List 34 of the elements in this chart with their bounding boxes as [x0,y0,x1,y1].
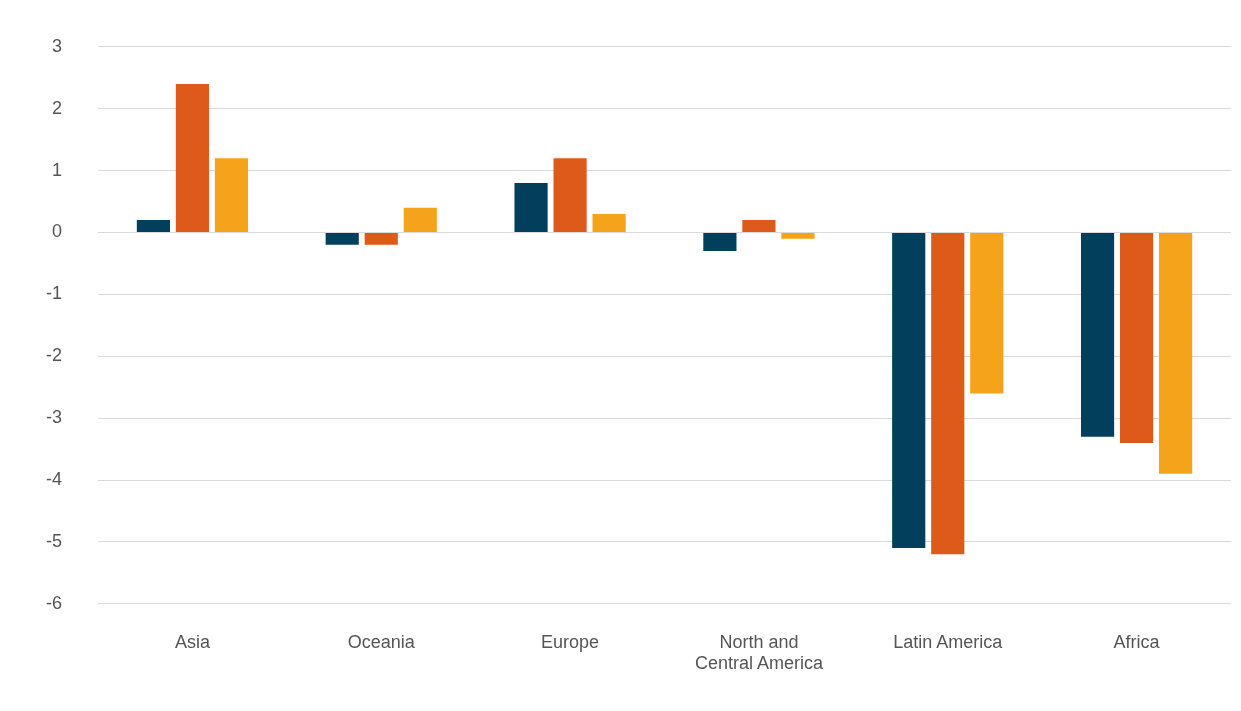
bar [364,232,398,245]
bar [1120,232,1154,443]
x-tick-label: North and Central America [694,631,824,674]
bar [592,213,626,232]
bar [514,182,548,232]
bar [214,158,249,232]
x-tick-label: Africa [1113,631,1161,652]
x-tick-label: Asia [174,631,211,652]
bar [892,232,926,549]
bar [1159,232,1193,474]
x-tick-label: Europe [541,631,600,652]
bar [781,232,815,239]
y-tick-label: 2 [51,97,62,118]
bar [553,158,587,232]
y-tick-label: 3 [51,35,62,56]
y-tick-label: -6 [45,592,62,613]
x-tick-label: Latin America [893,631,1004,652]
bar [403,207,437,232]
y-tick-label: -4 [45,468,62,489]
x-tick-label: Oceania [347,631,416,652]
bar [970,232,1004,394]
y-tick-label: 1 [51,159,62,180]
bar [175,83,210,232]
bar [325,232,359,245]
y-tick-label: -3 [45,407,62,428]
bar [931,232,965,555]
y-tick-label: -1 [45,283,62,304]
bar [742,220,776,232]
y-tick-label: -2 [45,345,62,366]
y-tick-label: 0 [51,221,62,242]
bar [1080,232,1115,437]
bar [136,220,170,232]
bar [703,232,737,252]
y-tick-label: -5 [45,530,62,551]
